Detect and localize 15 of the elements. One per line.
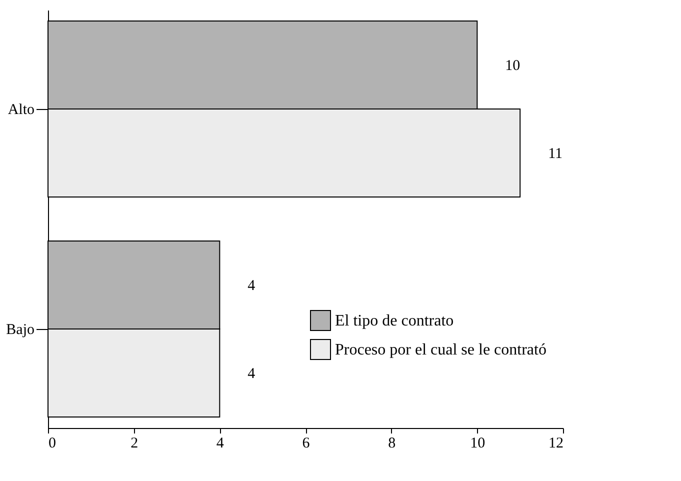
data-label: 11: [548, 146, 563, 162]
x-tick-label: 4: [216, 436, 224, 452]
x-tick-label: 8: [388, 436, 396, 452]
data-label: 10: [505, 58, 520, 74]
x-tick-label: 2: [130, 436, 138, 452]
data-label: 4: [248, 366, 256, 382]
data-label: 4: [248, 278, 256, 294]
x-tick-label: 0: [48, 436, 56, 452]
legend-label: Proceso por el cual se le contrató: [335, 342, 546, 358]
x-tick-label: 6: [302, 436, 310, 452]
y-tick-label: Bajo: [6, 322, 34, 338]
x-tick-label: 12: [548, 436, 564, 452]
x-tick-label: 10: [470, 436, 486, 452]
legend-label: El tipo de contrato: [335, 312, 454, 330]
y-tick-label: Alto: [8, 102, 34, 118]
